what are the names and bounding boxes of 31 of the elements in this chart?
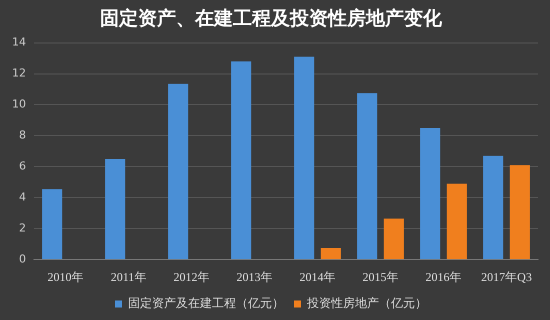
legend-label: 投资性房地产（亿元）	[306, 296, 427, 310]
bar	[42, 189, 62, 260]
bar	[294, 56, 314, 260]
y-tick-label: 12	[12, 66, 26, 80]
y-tick-label: 0	[18, 252, 26, 266]
y-tick-label: 8	[18, 128, 26, 142]
bar	[420, 128, 440, 260]
bar	[384, 218, 404, 260]
x-tick-label: 2012年	[174, 270, 210, 284]
bar	[510, 165, 530, 260]
bar	[446, 184, 467, 260]
chart-title: 固定资产、在建工程及投资性房地产变化	[100, 7, 443, 30]
x-tick-label: 2016年	[426, 270, 462, 284]
x-tick-label: 2011年	[110, 270, 146, 284]
y-tick-label: 6	[18, 160, 26, 173]
bar	[320, 248, 341, 260]
bar	[483, 156, 504, 260]
bar	[105, 158, 126, 260]
y-tick-label: 2	[18, 221, 26, 234]
x-tick-label: 2017年Q3	[481, 270, 532, 284]
x-tick-label: 2013年	[236, 270, 272, 284]
y-tick-label: 14	[12, 36, 26, 49]
x-tick-label: 2014年	[300, 270, 336, 284]
bar	[168, 84, 188, 260]
x-tick-label: 2015年	[362, 270, 398, 284]
legend-label: 固定资产及在建工程（亿元）	[128, 296, 284, 310]
bar	[231, 61, 252, 260]
bar	[357, 93, 378, 260]
y-tick-label: 10	[12, 98, 26, 111]
x-tick-label: 2010年	[47, 270, 84, 284]
y-tick-label: 4	[18, 190, 26, 204]
